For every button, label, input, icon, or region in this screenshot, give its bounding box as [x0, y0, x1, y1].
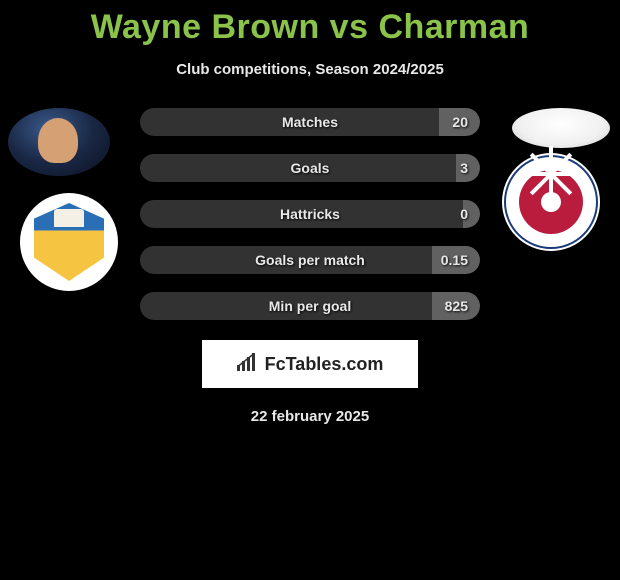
- watermark: FcTables.com: [202, 340, 418, 388]
- stat-label: Goals per match: [255, 252, 365, 268]
- stat-bar-min-per-goal: Min per goal 825: [140, 292, 480, 320]
- page-title: Wayne Brown vs Charman: [0, 0, 620, 47]
- stat-bar-goals: Goals 3: [140, 154, 480, 182]
- bar-chart-icon: [237, 353, 259, 376]
- stat-value-right: 3: [460, 160, 468, 176]
- subtitle: Club competitions, Season 2024/2025: [0, 61, 620, 78]
- stat-value-right: 0: [460, 206, 468, 222]
- watermark-text: FcTables.com: [265, 354, 384, 375]
- stat-bar-goals-per-match: Goals per match 0.15: [140, 246, 480, 274]
- date-line: 22 february 2025: [251, 408, 369, 425]
- stat-value-right: 0.15: [441, 252, 468, 268]
- stat-label: Matches: [282, 114, 338, 130]
- right-club-crest: [502, 153, 600, 251]
- stat-bar-matches: Matches 20: [140, 108, 480, 136]
- stat-value-right: 20: [452, 114, 468, 130]
- stats-column: Matches 20 Goals 3 Hattricks 0 Goals per…: [140, 108, 480, 338]
- shield-icon: [34, 203, 104, 281]
- stat-label: Goals: [291, 160, 330, 176]
- right-player-avatar: [512, 108, 610, 148]
- stat-label: Hattricks: [280, 206, 340, 222]
- stat-label: Min per goal: [269, 298, 351, 314]
- left-club-crest: [20, 193, 118, 291]
- stat-bar-hattricks: Hattricks 0: [140, 200, 480, 228]
- ship-wheel-icon: [519, 170, 583, 234]
- stat-value-right: 825: [445, 298, 468, 314]
- left-player-avatar: [8, 108, 110, 176]
